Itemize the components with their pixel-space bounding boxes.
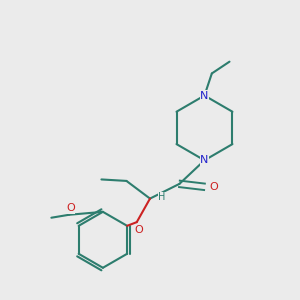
Text: O: O — [135, 225, 143, 236]
Text: N: N — [200, 91, 209, 100]
Text: O: O — [209, 182, 218, 192]
Text: H: H — [158, 192, 166, 202]
Text: O: O — [66, 203, 75, 213]
Text: N: N — [200, 155, 209, 165]
